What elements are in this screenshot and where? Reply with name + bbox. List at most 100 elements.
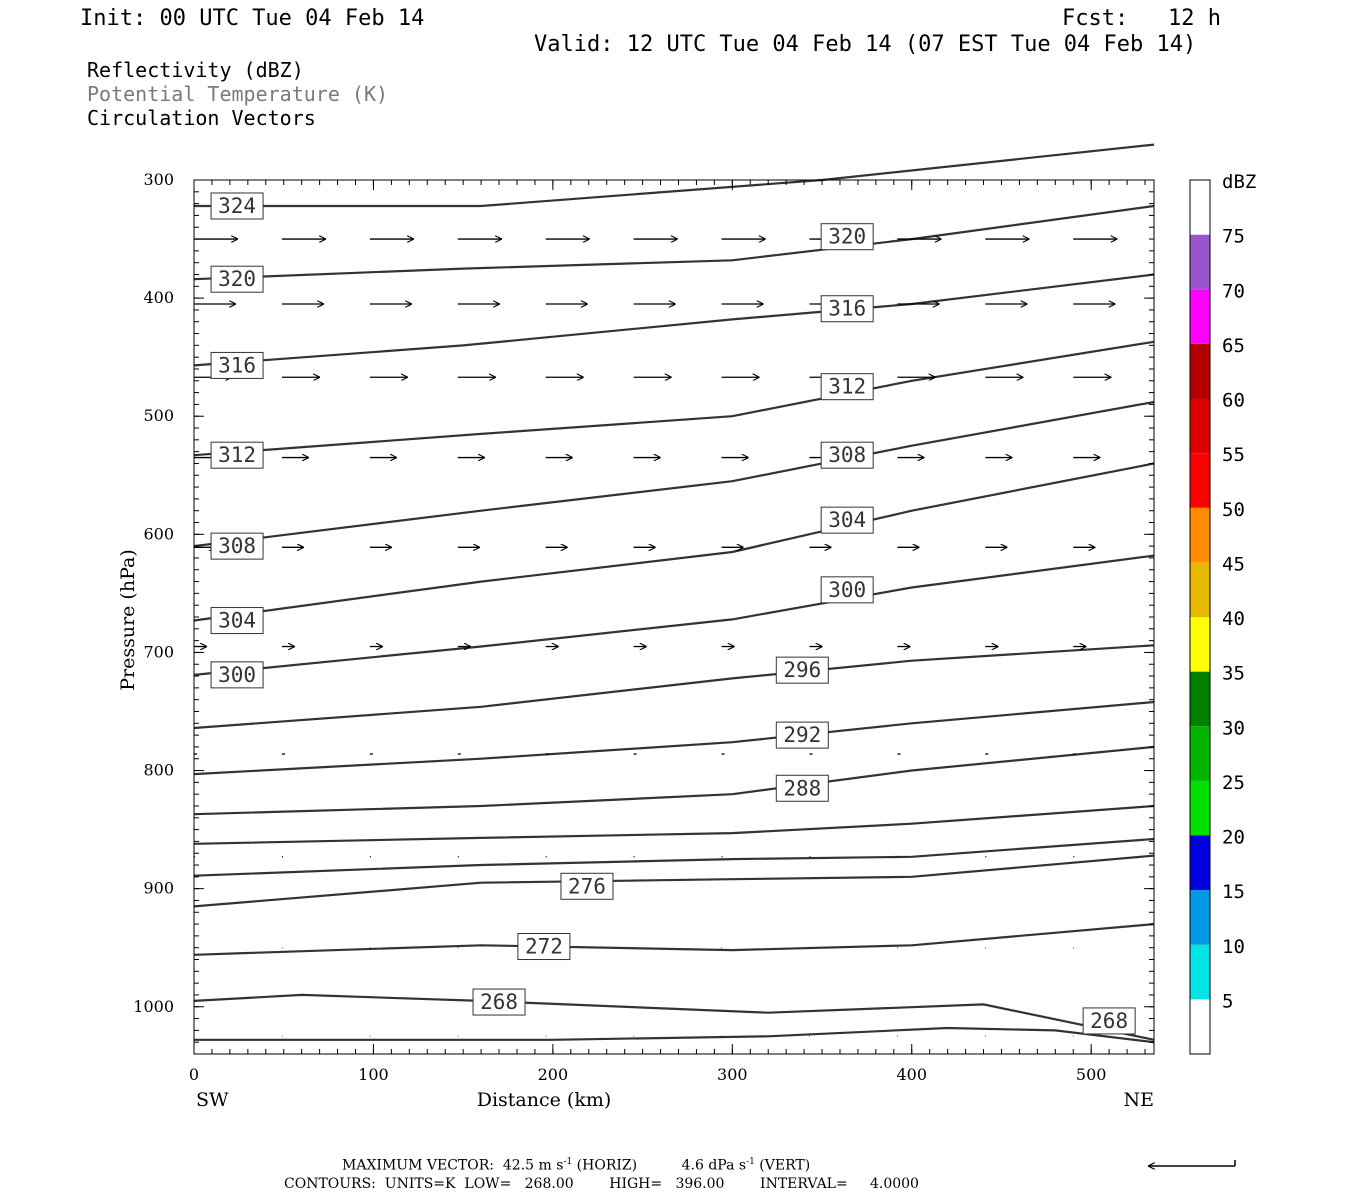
colorbar-segment — [1190, 671, 1210, 727]
colorbar-tick-label: 45 — [1222, 553, 1245, 575]
contour-label: 316 — [828, 297, 866, 321]
colorbar-title: dBZ — [1222, 171, 1256, 193]
horiz-value: 42.5 — [502, 1157, 535, 1174]
contour-label: 292 — [783, 723, 821, 747]
contour-label: 308 — [828, 443, 866, 467]
contour-label-box — [820, 506, 874, 534]
contour-label: 312 — [218, 443, 256, 467]
colorbar-tick-label: 35 — [1222, 663, 1245, 685]
colorbar-tick-label: 20 — [1222, 827, 1245, 849]
colorbar-tick-label: 30 — [1222, 717, 1245, 739]
y-tick-label: 300 — [143, 170, 174, 189]
colorbar-frame — [1189, 179, 1211, 1055]
theta-contour-296 — [193, 644, 1155, 730]
colorbar-segment — [1190, 343, 1210, 399]
contour-label-box — [820, 576, 874, 604]
colorbar-segment — [1190, 726, 1210, 781]
colorbar-tick-label: 25 — [1222, 772, 1245, 794]
contour-label: 272 — [525, 935, 563, 959]
contour-label-box — [210, 265, 264, 293]
y-tick-label: 800 — [143, 761, 174, 780]
fcst-value: 12 h — [1168, 6, 1221, 31]
vert-tag: (VERT) — [759, 1157, 811, 1174]
contour-label-box — [820, 295, 874, 323]
colorbar-segment — [1190, 562, 1210, 617]
theta-contour-284 — [193, 804, 1155, 845]
x-tick-label: 300 — [717, 1065, 748, 1084]
x-tick-label: 100 — [358, 1065, 389, 1084]
contour-label: 268 — [480, 990, 518, 1014]
theta-contour-320 — [193, 204, 1155, 281]
theta-contour-288 — [193, 745, 1155, 816]
contour-label-box — [210, 607, 264, 635]
horiz-units: m s — [538, 1157, 564, 1174]
theta-contour-316 — [193, 273, 1155, 367]
theta-contour-312 — [193, 340, 1155, 457]
colorbar-tick-label: 50 — [1222, 499, 1245, 521]
max-vector-line: MAXIMUM VECTOR: 42.5 m s-1 (HORIZ) 4.6 d… — [342, 1157, 810, 1174]
colorbar-segment — [1190, 234, 1210, 290]
theta-contour-304 — [193, 462, 1155, 622]
theta-contour-264 — [194, 1026, 1155, 1044]
contour-label-box — [210, 192, 264, 220]
contour-label-box — [775, 721, 829, 749]
y-tick-label: 900 — [143, 879, 174, 898]
contour-label-box — [820, 441, 874, 469]
theta-contour-308 — [193, 400, 1155, 548]
y-tick-label: 1000 — [133, 997, 174, 1016]
colorbar-tick-label: 5 — [1222, 990, 1233, 1012]
theta-contour-280 — [193, 837, 1155, 877]
colorbar-segment — [1190, 398, 1210, 454]
contours-line: CONTOURS: UNITS=K LOW= 268.00 HIGH= 396.… — [284, 1176, 919, 1192]
colorbar-segment — [1190, 507, 1210, 563]
colorbar-segment — [1190, 835, 1210, 891]
colorbar-tick-label: 40 — [1222, 608, 1245, 630]
contour-label: 320 — [218, 267, 256, 291]
y-tick-label: 600 — [143, 524, 174, 543]
theta-contour-324 — [194, 143, 1155, 208]
colorbar-segment — [1190, 617, 1210, 672]
contour-label-box — [210, 661, 264, 689]
contour-label-box — [517, 933, 571, 961]
init-time: Init: 00 UTC Tue 04 Feb 14 — [80, 6, 425, 31]
contour-label: 324 — [218, 194, 256, 218]
theta-contour-276 — [193, 854, 1155, 908]
plot-frame — [193, 179, 1155, 1055]
contour-label-box — [472, 988, 526, 1016]
colorbar-segment — [1190, 890, 1210, 945]
contour-label: 300 — [828, 578, 866, 602]
contour-label-box — [560, 872, 614, 900]
contour-label-box — [775, 774, 829, 802]
theta-contour-300 — [193, 554, 1155, 676]
colorbar-segment — [1190, 999, 1210, 1054]
contour-label: 268 — [1090, 1009, 1128, 1033]
y-tick-label: 700 — [143, 642, 174, 661]
colorbar-segment — [1190, 180, 1210, 235]
contour-label: 304 — [828, 508, 866, 532]
field-potential-temperature: Potential Temperature (K) — [87, 82, 389, 106]
colorbar-segment — [1190, 780, 1210, 836]
fcst-label: Fcst: — [1062, 6, 1129, 31]
x-tick-label: 200 — [538, 1065, 569, 1084]
x-tick-label: 400 — [896, 1065, 927, 1084]
x-tick-label: 0 — [189, 1065, 199, 1084]
contour-label-box — [820, 223, 874, 251]
colorbar-tick-label: 15 — [1222, 881, 1245, 903]
contour-label: 300 — [218, 663, 256, 687]
colorbar-segment — [1190, 453, 1210, 508]
colorbar-tick-label: 70 — [1222, 280, 1245, 302]
contour-label-box — [210, 441, 264, 469]
y-axis-title: Pressure (hPa) — [117, 549, 139, 691]
theta-contour-272 — [193, 923, 1155, 956]
x-axis-title: Distance (km) — [477, 1089, 612, 1111]
contour-label: 296 — [783, 658, 821, 682]
contour-label-box — [210, 532, 264, 560]
field-reflectivity: Reflectivity (dBZ) — [87, 58, 304, 82]
contour-label-box — [210, 351, 264, 379]
colorbar-tick-label: 75 — [1222, 226, 1245, 248]
horiz-tag: (HORIZ) — [576, 1157, 638, 1174]
contour-label: 304 — [218, 609, 256, 633]
contour-label: 316 — [218, 353, 256, 377]
vert-units: dPa s — [708, 1157, 747, 1174]
